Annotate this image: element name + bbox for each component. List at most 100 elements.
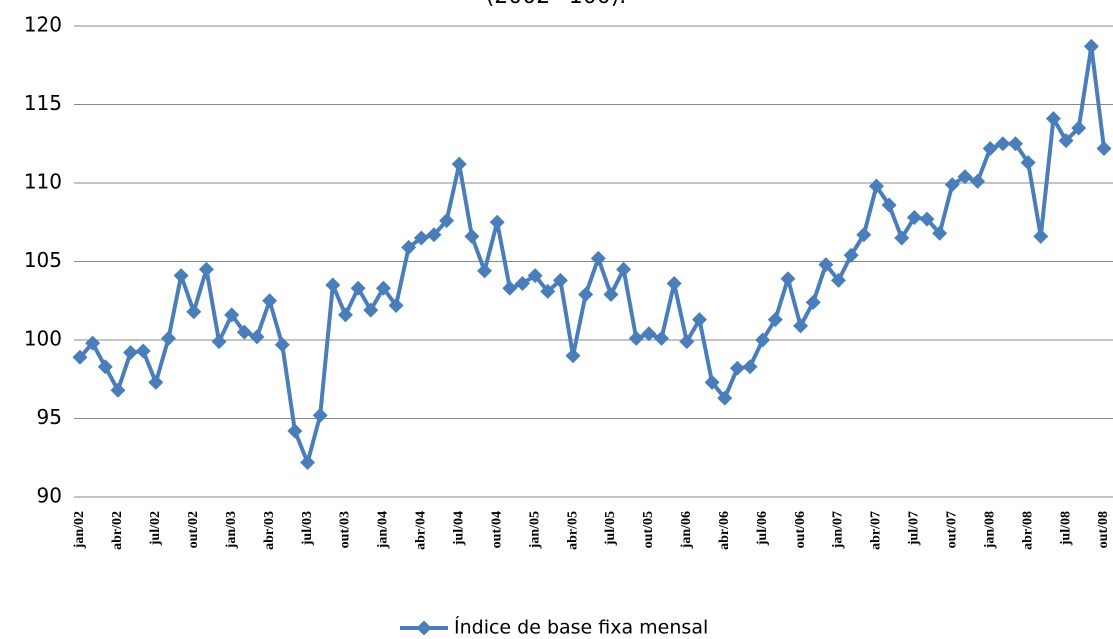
data-point [843,247,859,263]
data-point [831,272,847,288]
data-point [439,213,455,229]
data-point [1008,136,1024,152]
data-point [300,454,316,470]
data-point [1083,38,1099,54]
data-point [350,280,366,296]
data-point [818,257,834,273]
data-point [1045,111,1061,127]
y-tick-label: 100 [24,327,62,351]
data-point [628,330,644,346]
x-tick-label: out/06 [793,511,808,548]
x-tick-label: out/02 [186,511,201,548]
data-point [388,297,404,313]
data-point [780,271,796,287]
x-tick-label: jan/03 [224,511,239,549]
data-point [856,227,872,243]
data-point [325,277,341,293]
x-tick-label: abr/02 [110,511,125,550]
x-tick-label: jul/04 [451,511,466,546]
x-tick-label: jul/08 [1058,511,1073,546]
data-point [691,312,707,328]
data-point [894,230,910,246]
x-tick-label: out/07 [945,511,960,548]
data-point [527,268,543,284]
data-point [1058,133,1074,149]
legend-marker [416,620,432,636]
data-point [489,214,505,230]
x-tick-label: abr/07 [869,511,884,550]
x-tick-label: abr/05 [565,511,580,550]
data-point [375,280,391,296]
data-point [401,239,417,255]
data-point [540,283,556,299]
data-point [160,330,176,346]
y-tick-label: 90 [37,484,62,508]
data-point [1033,228,1049,244]
data-point [742,359,758,375]
data-point [919,211,935,227]
x-tick-label: abr/08 [1020,511,1035,550]
data-point [805,294,821,310]
data-point [312,407,328,423]
data-point [957,169,973,185]
data-point [274,337,290,353]
data-point [944,177,960,193]
x-tick-label: jul/03 [300,511,315,546]
x-tick-label: out/03 [338,511,353,548]
data-point [767,312,783,328]
x-tick-label: out/08 [1096,511,1111,548]
y-tick-label: 110 [24,170,62,194]
y-tick-label: 115 [24,91,62,115]
x-tick-label: jan/08 [982,511,997,549]
data-point [514,275,530,291]
x-tick-label: jan/02 [72,511,87,549]
data-point [868,178,884,194]
y-tick-label: 120 [24,13,62,37]
data-point [906,210,922,226]
x-tick-label: out/05 [641,511,656,548]
data-point [173,268,189,284]
data-point [666,275,682,291]
data-point [565,348,581,364]
x-tick-label: jan/05 [527,511,542,549]
data-point [135,343,151,359]
data-point [186,304,202,320]
data-point [262,293,278,309]
data-point [552,272,568,288]
data-point [249,329,265,345]
data-point [337,307,353,323]
data-point [413,230,429,246]
data-point [1020,155,1036,171]
series-line [78,44,1106,465]
x-tick-label: abr/03 [262,511,277,550]
data-point [717,390,733,406]
data-point [982,140,998,156]
data-point [641,326,657,342]
data-point [729,360,745,376]
data-point [881,197,897,213]
data-point [85,335,101,351]
x-tick-label: jan/06 [679,511,694,549]
data-point [287,423,303,439]
data-point [198,261,214,277]
data-point [603,286,619,302]
data-point [793,318,809,334]
data-point [654,330,670,346]
data-point [1071,120,1087,136]
data-point [590,250,606,266]
x-tick-label: jan/04 [376,511,391,549]
data-point [123,345,139,361]
chart-title: (2002=100). [486,0,627,9]
data-point [502,280,518,296]
x-tick-label: abr/06 [717,511,732,550]
x-tick-label: jul/06 [755,511,770,546]
data-point [451,156,467,172]
data-point [464,228,480,244]
data-point [211,334,227,350]
x-tick-label: jul/02 [148,511,163,546]
data-point [578,286,594,302]
x-tick-label: out/04 [489,511,504,548]
data-point [616,261,632,277]
x-tick-label: jul/07 [907,511,922,546]
